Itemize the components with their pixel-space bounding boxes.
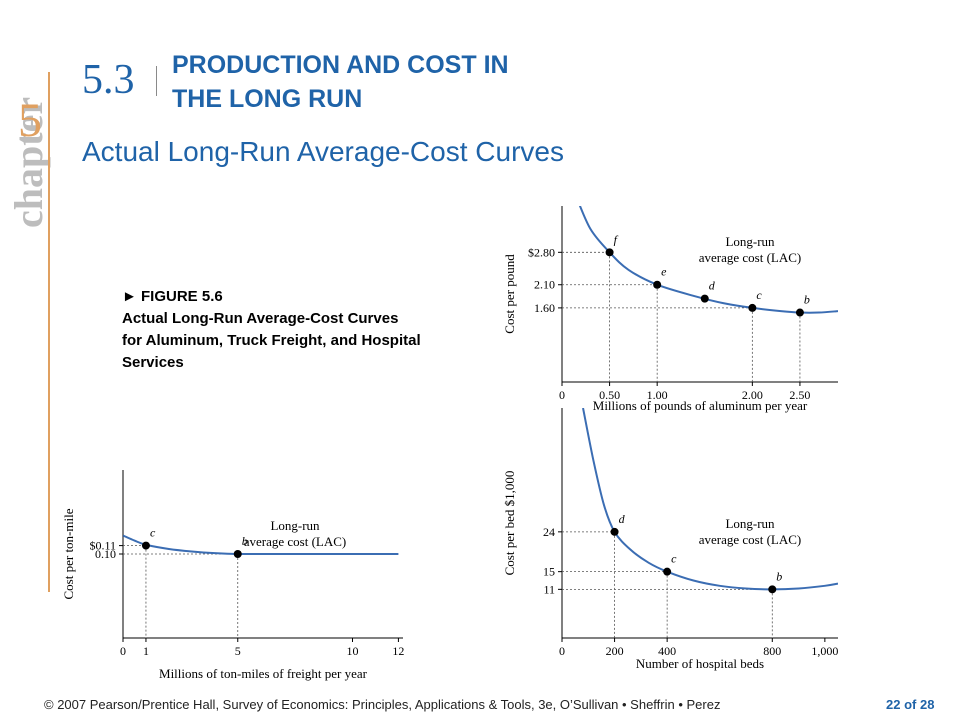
point-label-b: b bbox=[776, 569, 782, 583]
y-tick-label: 11 bbox=[543, 582, 555, 596]
section-title: PRODUCTION AND COST IN THE LONG RUN bbox=[172, 48, 632, 116]
lac-curve bbox=[123, 534, 399, 556]
section-title-line-1: PRODUCTION AND COST IN bbox=[172, 51, 509, 79]
figure-label: ► FIGURE 5.6 bbox=[122, 288, 223, 305]
x-tick-label: 400 bbox=[658, 644, 676, 658]
x-tick-label: 12 bbox=[392, 644, 404, 658]
y-axis-label: Cost per ton-mile bbox=[61, 508, 76, 599]
x-axis-label: Millions of pounds of aluminum per year bbox=[593, 398, 808, 413]
hospital-lac-chart: 0 200 400 800 1,000 24 15 11 d c b Long-runaverage … bbox=[502, 408, 838, 671]
page-total: 28 bbox=[920, 697, 935, 712]
x-axis-label: Millions of ton-miles of freight per yea… bbox=[159, 666, 368, 681]
page-of: of bbox=[904, 697, 917, 712]
y-tick-label: $0.11 bbox=[89, 539, 116, 553]
y-tick-label: 24 bbox=[543, 525, 555, 539]
curve-label-line-1: Long-run bbox=[725, 234, 775, 249]
x-tick-label: 200 bbox=[606, 644, 624, 658]
x-tick-label: 5 bbox=[235, 644, 241, 658]
chapter-side-label: chapter 5 bbox=[6, 94, 51, 228]
point-b bbox=[795, 308, 804, 317]
page-indicator: 22 of 28 bbox=[886, 697, 934, 712]
side-rule bbox=[48, 72, 50, 592]
x-tick-label: 0 bbox=[559, 644, 565, 658]
x-tick-label: 1 bbox=[143, 644, 149, 658]
x-tick-label: 1,000 bbox=[811, 644, 838, 658]
point-e bbox=[653, 280, 662, 289]
point-label-e: e bbox=[661, 265, 667, 279]
page-current: 22 bbox=[886, 697, 901, 712]
curve-label-line-2: average cost (LAC) bbox=[244, 534, 347, 549]
y-tick-label: 0.10 bbox=[95, 547, 116, 561]
curve-label-line-1: Long-run bbox=[270, 518, 320, 533]
point-label-b: b bbox=[242, 534, 248, 548]
figure-caption-text: Actual Long-Run Average-Cost Curves for … bbox=[122, 310, 421, 371]
x-tick-label: 800 bbox=[763, 644, 781, 658]
section-divider bbox=[156, 66, 157, 96]
section-number: 5.3 bbox=[82, 57, 135, 103]
y-tick-label: 2.10 bbox=[534, 278, 555, 292]
x-tick-label: 1.00 bbox=[647, 388, 668, 402]
y-tick-label: 1.60 bbox=[534, 301, 555, 315]
point-label-c: c bbox=[756, 288, 762, 302]
point-b bbox=[768, 585, 777, 594]
x-axis-label: Number of hospital beds bbox=[636, 656, 764, 671]
x-tick-label: 0 bbox=[559, 388, 565, 402]
point-d bbox=[700, 294, 709, 303]
point-label-c: c bbox=[671, 552, 677, 566]
point-label-d: d bbox=[709, 279, 716, 293]
lac-curve bbox=[582, 408, 838, 591]
curve-label-line-2: average cost (LAC) bbox=[699, 250, 802, 265]
curve-label-line-2: average cost (LAC) bbox=[699, 532, 802, 547]
chapter-number: 5 bbox=[18, 94, 42, 147]
point-label-b: b bbox=[804, 293, 810, 307]
x-tick-label: 0 bbox=[120, 644, 126, 658]
figure-caption: ► FIGURE 5.6 Actual Long-Run Average-Cos… bbox=[122, 286, 422, 374]
section-title-line-2: THE LONG RUN bbox=[172, 85, 363, 113]
y-tick-label: 15 bbox=[543, 565, 555, 579]
footer-copyright: © 2007 Pearson/Prentice Hall, Survey of … bbox=[44, 697, 721, 712]
slide-subtitle: Actual Long-Run Average-Cost Curves bbox=[82, 136, 564, 167]
point-b bbox=[233, 550, 242, 558]
y-axis-label: Cost per pound bbox=[502, 254, 517, 334]
x-tick-label: 2.00 bbox=[742, 388, 763, 402]
point-c bbox=[748, 303, 757, 312]
y-tick-label: $2.80 bbox=[528, 245, 555, 259]
point-c bbox=[141, 541, 150, 550]
aluminum-lac-chart: 0 0.50 1.00 2.00 2.50 $2.80 2.10 1.60 f e d c b Long-… bbox=[502, 206, 838, 413]
point-c bbox=[663, 567, 672, 576]
x-tick-label: 0.50 bbox=[599, 388, 620, 402]
x-tick-label: 2.50 bbox=[789, 388, 810, 402]
point-label-d: d bbox=[619, 512, 626, 526]
y-axis-label: Cost per bed $1,000 bbox=[502, 471, 517, 576]
point-label-c: c bbox=[150, 526, 156, 540]
point-label-f: f bbox=[614, 232, 619, 246]
curve-label-line-1: Long-run bbox=[725, 516, 775, 531]
x-tick-label: 10 bbox=[347, 644, 359, 658]
point-d bbox=[610, 527, 619, 536]
point-f bbox=[605, 248, 614, 257]
chapter-word: chapter bbox=[6, 97, 51, 228]
